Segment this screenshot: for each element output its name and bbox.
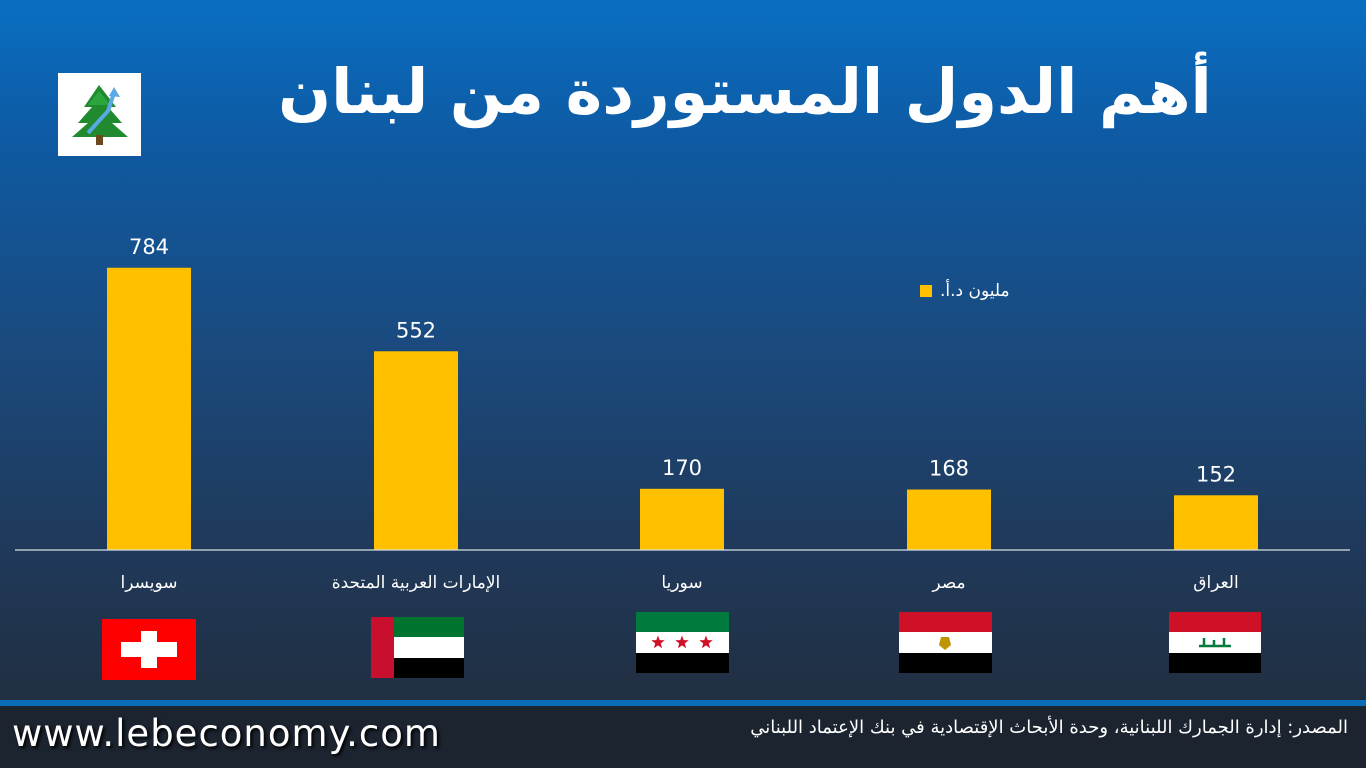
bar-value-label: 168: [929, 457, 969, 481]
bar-chart: 784 سويسرا 552 الإمارات العربية المتحدة 170 س…: [15, 235, 1350, 680]
bar-1: [374, 351, 458, 550]
bar-value-label: 152: [1196, 462, 1236, 486]
category-label: سويسرا: [120, 573, 177, 593]
source-note: المصدر: إدارة الجمارك اللبنانية، وحدة ال…: [750, 717, 1348, 738]
bar-value-label: 552: [396, 318, 436, 342]
legend-swatch: [920, 285, 932, 297]
bar-0: [107, 267, 191, 550]
bar-2: [640, 488, 724, 550]
site-url[interactable]: www.lebeconomy.com: [12, 712, 441, 755]
chart-title: أهم الدول المستوردة من لبنان: [278, 55, 1212, 128]
footer-band: [0, 700, 1366, 706]
legend: مليون د.أ.: [920, 279, 1010, 303]
category-label: العراق: [1193, 573, 1238, 593]
syria-flag: [636, 612, 729, 673]
legend-label: مليون د.أ.: [940, 281, 1010, 301]
bar-3: [907, 489, 991, 550]
cedar-logo: [58, 73, 141, 156]
cedar-tree-icon: [72, 85, 128, 145]
category-label: مصر: [931, 573, 965, 593]
iraq-flag: [1169, 612, 1261, 673]
bar-value-label: 170: [662, 456, 702, 480]
bar-4: [1174, 495, 1258, 550]
category-label: الإمارات العربية المتحدة: [332, 573, 501, 593]
uae-flag: [371, 617, 464, 678]
bar-value-label: 784: [129, 235, 169, 259]
footer: [0, 700, 1366, 768]
switzerland-flag: [102, 619, 196, 680]
egypt-flag: [899, 612, 992, 673]
category-label: سوريا: [661, 573, 702, 593]
